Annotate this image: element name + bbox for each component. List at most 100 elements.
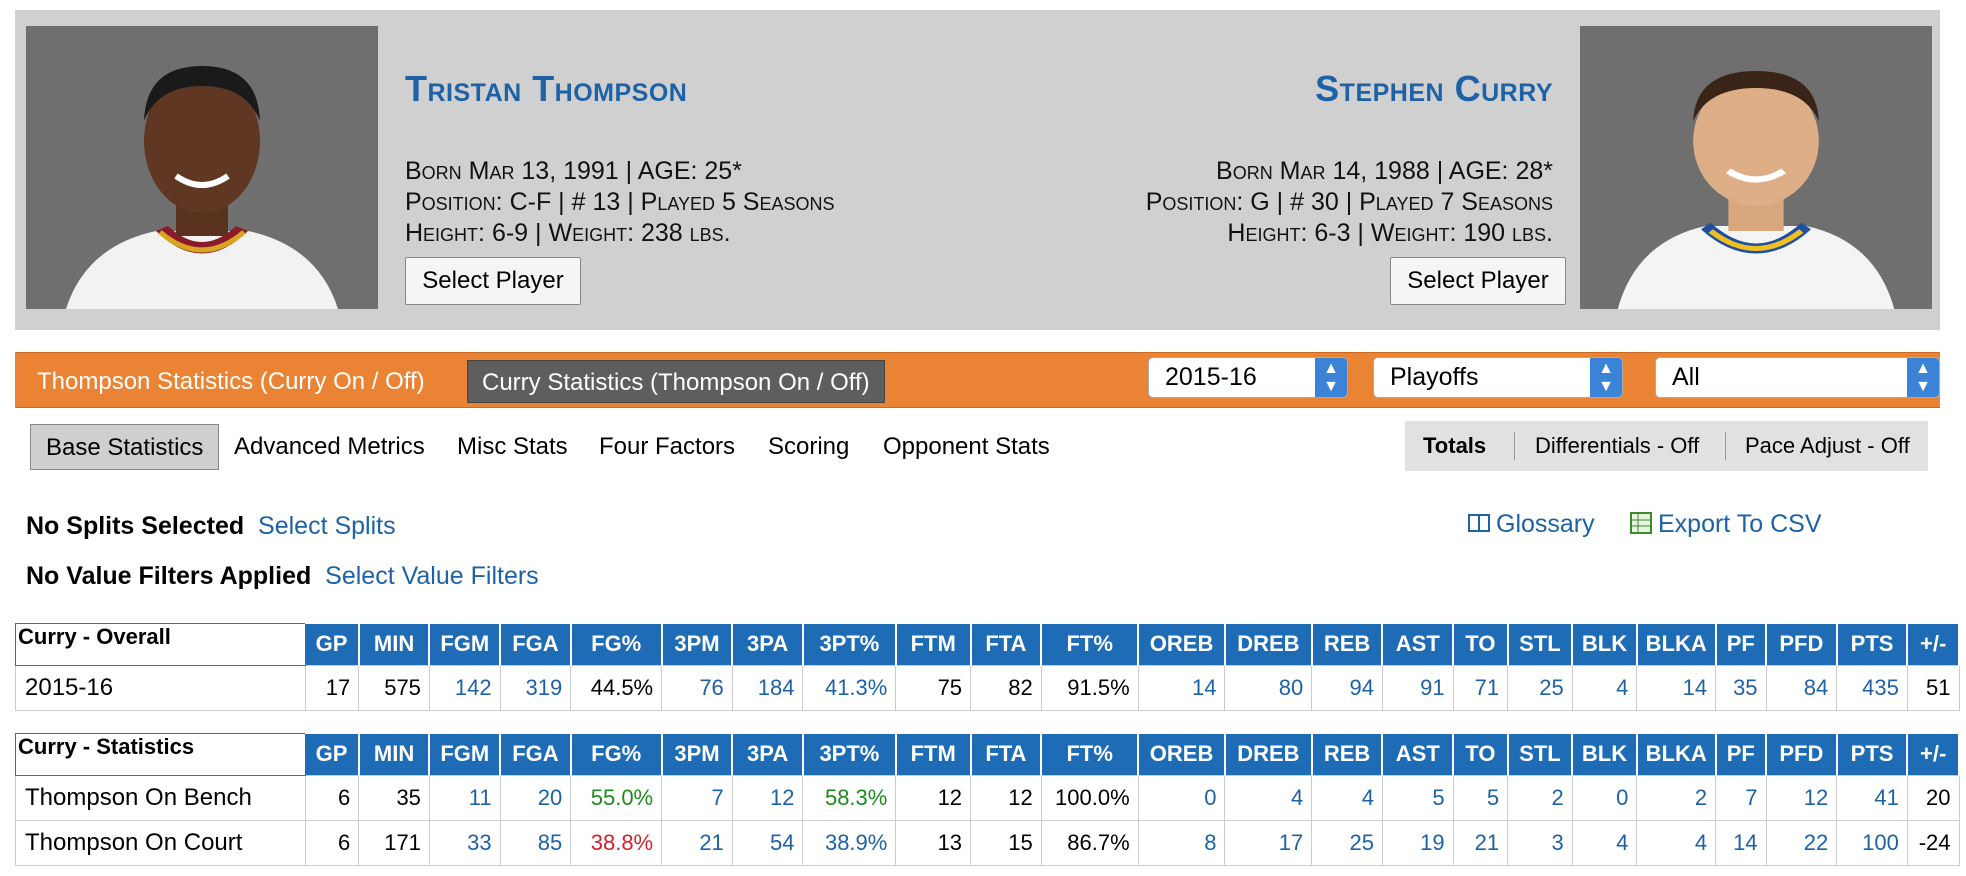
- tab-thompson-statistics[interactable]: Thompson Statistics (Curry On / Off): [37, 368, 425, 395]
- stat-cell[interactable]: 17: [1224, 820, 1313, 866]
- stat-cell[interactable]: 91: [1381, 665, 1454, 711]
- column-header[interactable]: +/-: [1907, 733, 1960, 776]
- tab-advanced-metrics[interactable]: Advanced Metrics: [234, 433, 425, 460]
- column-header[interactable]: 3PM: [661, 623, 734, 666]
- column-header[interactable]: PF: [1715, 623, 1768, 666]
- select-splits-link[interactable]: Select Splits: [258, 512, 396, 540]
- column-header[interactable]: STL: [1507, 733, 1574, 776]
- stat-cell[interactable]: 4: [1571, 820, 1638, 866]
- glossary-link[interactable]: Glossary: [1468, 510, 1595, 539]
- stat-cell[interactable]: 54: [731, 820, 804, 866]
- column-header[interactable]: FGM: [429, 733, 502, 776]
- stat-cell[interactable]: 21: [661, 820, 733, 866]
- column-header[interactable]: OREB: [1138, 623, 1226, 666]
- stat-cell[interactable]: 7: [1715, 775, 1767, 821]
- stat-cell[interactable]: 100: [1836, 820, 1908, 866]
- stat-cell[interactable]: 25: [1507, 665, 1573, 711]
- stat-cell[interactable]: 94: [1311, 665, 1383, 711]
- column-header[interactable]: MIN: [358, 623, 431, 666]
- tab-four-factors[interactable]: Four Factors: [599, 433, 736, 460]
- column-header[interactable]: GP: [305, 733, 360, 776]
- column-header[interactable]: FTA: [970, 623, 1043, 666]
- column-header[interactable]: PFD: [1766, 623, 1838, 666]
- tab-misc-stats[interactable]: Misc Stats: [457, 433, 568, 460]
- column-header[interactable]: FTM: [895, 733, 972, 776]
- column-header[interactable]: REB: [1311, 623, 1384, 666]
- stat-cell[interactable]: 14: [1636, 665, 1717, 711]
- column-header[interactable]: DREB: [1224, 623, 1313, 666]
- stat-cell[interactable]: 0: [1571, 775, 1638, 821]
- stat-cell[interactable]: 12: [1765, 775, 1838, 821]
- stat-cell[interactable]: 142: [428, 665, 501, 711]
- stat-cell[interactable]: 3: [1507, 820, 1573, 866]
- pace-adjust-toggle[interactable]: Pace Adjust - Off: [1745, 433, 1910, 458]
- column-header[interactable]: TO: [1453, 733, 1509, 776]
- stat-cell[interactable]: 8: [1137, 820, 1226, 866]
- stat-cell[interactable]: 76: [661, 665, 733, 711]
- export-csv-link[interactable]: Export To CSV: [1630, 510, 1822, 539]
- column-header[interactable]: AST: [1382, 623, 1455, 666]
- stat-cell[interactable]: 21: [1452, 820, 1509, 866]
- stat-cell[interactable]: 184: [731, 665, 804, 711]
- stat-cell[interactable]: 84: [1765, 665, 1838, 711]
- column-header[interactable]: FT%: [1041, 623, 1140, 666]
- tab-base-statistics[interactable]: Base Statistics: [30, 424, 220, 470]
- stat-cell[interactable]: 319: [499, 665, 572, 711]
- column-header[interactable]: PFD: [1766, 733, 1838, 776]
- stat-cell[interactable]: 5: [1381, 775, 1454, 821]
- season-type-select[interactable]: Playoffs ▲ ▼: [1373, 357, 1623, 398]
- stat-cell[interactable]: 14: [1715, 820, 1767, 866]
- stat-cell[interactable]: 22: [1765, 820, 1838, 866]
- column-header[interactable]: REB: [1311, 733, 1384, 776]
- column-header[interactable]: FG%: [570, 733, 663, 776]
- column-header[interactable]: FTM: [895, 623, 972, 666]
- stat-cell[interactable]: 0: [1137, 775, 1226, 821]
- stat-cell[interactable]: 41.3%: [802, 665, 897, 711]
- column-header[interactable]: 3PA: [732, 623, 804, 666]
- tab-scoring[interactable]: Scoring: [768, 433, 850, 460]
- column-header[interactable]: FGM: [429, 623, 502, 666]
- stat-cell[interactable]: 4: [1224, 775, 1313, 821]
- column-header[interactable]: 3PA: [732, 733, 804, 776]
- column-header[interactable]: 3PT%: [802, 733, 897, 776]
- column-header[interactable]: FGA: [500, 733, 572, 776]
- column-header[interactable]: MIN: [358, 733, 431, 776]
- column-header[interactable]: 3PM: [661, 733, 734, 776]
- stat-cell[interactable]: 2: [1507, 775, 1573, 821]
- column-header[interactable]: AST: [1382, 733, 1455, 776]
- stat-cell[interactable]: 5: [1452, 775, 1509, 821]
- totals-toggle[interactable]: Totals: [1423, 433, 1487, 458]
- column-header[interactable]: PF: [1715, 733, 1768, 776]
- stat-cell[interactable]: 435: [1836, 665, 1908, 711]
- stat-cell[interactable]: 20: [499, 775, 572, 821]
- season-select[interactable]: 2015-16 ▲ ▼: [1148, 357, 1348, 398]
- stat-cell[interactable]: 41: [1836, 775, 1908, 821]
- column-header[interactable]: GP: [305, 623, 360, 666]
- stat-cell[interactable]: 2: [1636, 775, 1717, 821]
- stat-cell[interactable]: 35: [1715, 665, 1767, 711]
- stat-cell[interactable]: 4: [1571, 665, 1638, 711]
- stat-cell[interactable]: 14: [1137, 665, 1226, 711]
- stat-cell[interactable]: 7: [661, 775, 733, 821]
- select-value-filters-link[interactable]: Select Value Filters: [325, 562, 539, 590]
- stat-cell[interactable]: 4: [1311, 775, 1383, 821]
- stat-cell[interactable]: 71: [1452, 665, 1509, 711]
- column-header[interactable]: FTA: [970, 733, 1043, 776]
- tab-curry-statistics[interactable]: Curry Statistics (Thompson On / Off): [467, 360, 885, 403]
- stat-cell[interactable]: 19: [1381, 820, 1454, 866]
- select-player-right-button[interactable]: Select Player: [1390, 257, 1566, 305]
- tab-opponent-stats[interactable]: Opponent Stats: [883, 433, 1050, 460]
- stat-cell[interactable]: 4: [1636, 820, 1717, 866]
- stat-cell[interactable]: 85: [499, 820, 572, 866]
- column-header[interactable]: PTS: [1836, 623, 1909, 666]
- column-header[interactable]: FGA: [500, 623, 572, 666]
- stat-cell[interactable]: 25: [1311, 820, 1383, 866]
- column-header[interactable]: OREB: [1138, 733, 1226, 776]
- select-player-left-button[interactable]: Select Player: [405, 257, 581, 305]
- column-header[interactable]: BLK: [1572, 623, 1638, 666]
- stat-cell[interactable]: 33: [428, 820, 501, 866]
- column-header[interactable]: TO: [1453, 623, 1509, 666]
- column-header[interactable]: BLK: [1572, 733, 1638, 776]
- scope-select[interactable]: All ▲ ▼: [1655, 357, 1940, 398]
- column-header[interactable]: 3PT%: [802, 623, 897, 666]
